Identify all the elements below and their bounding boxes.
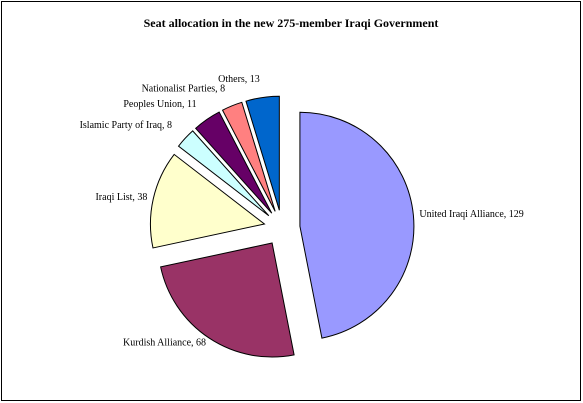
data-label: Nationalist Parties, 8 <box>142 83 226 94</box>
chart-title: Seat allocation in the new 275-member Ir… <box>144 16 439 30</box>
data-label: Others, 13 <box>218 74 260 85</box>
data-label: Islamic Party of Iraq, 8 <box>80 120 172 131</box>
pie-slice <box>194 111 273 214</box>
pie-slice <box>149 153 266 249</box>
pie-slice <box>177 130 270 217</box>
data-label: Kurdish Alliance, 68 <box>123 338 206 349</box>
data-label: United Iraqi Alliance, 129 <box>419 209 523 220</box>
data-label: Iraqi List, 38 <box>95 192 147 203</box>
pie-slice <box>299 111 415 339</box>
pie-slice <box>160 242 295 358</box>
pie-slice <box>221 101 276 212</box>
data-label: Peoples Union, 11 <box>123 99 196 110</box>
pie-slice <box>245 95 280 211</box>
